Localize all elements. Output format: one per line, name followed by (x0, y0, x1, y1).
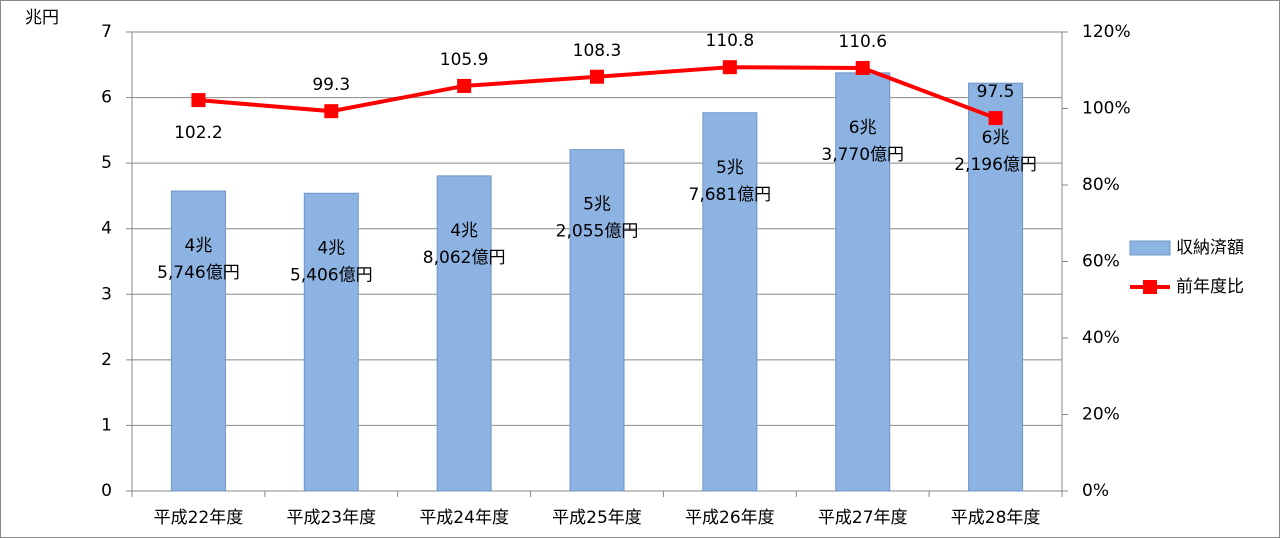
x-tick-label: 平成28年度 (951, 508, 1041, 528)
line-value-label: 108.3 (573, 41, 622, 61)
y-tick-label: 7 (101, 22, 112, 42)
y-tick-label: 1 (101, 415, 112, 435)
y-tick-label: 0 (101, 481, 112, 501)
bar (702, 112, 758, 492)
x-tick-label: 平成25年度 (552, 508, 642, 528)
y2-tick-label: 100% (1082, 99, 1131, 119)
bar-value-label: 6兆 (982, 128, 1010, 148)
bar-value-label: 4兆 (450, 221, 478, 241)
legend-swatch (1143, 280, 1157, 294)
line-value-label: 110.6 (838, 32, 887, 52)
bar-value-label: 4兆 (317, 238, 345, 258)
bar (968, 82, 1024, 492)
line-value-label: 105.9 (440, 50, 489, 70)
bar (303, 192, 359, 492)
x-tick-label: 平成27年度 (818, 508, 908, 528)
line-value-label: 110.8 (706, 31, 755, 51)
legend-label: 前年度比 (1176, 277, 1244, 297)
bar (569, 149, 625, 492)
y2-tick-label: 0% (1082, 481, 1109, 501)
y2-tick-label: 20% (1082, 405, 1120, 425)
x-tick-label: 平成26年度 (685, 508, 775, 528)
y-tick-label: 5 (101, 153, 112, 173)
bar-value-label: 5兆 (716, 158, 744, 178)
bar-value-label: 2,196億円 (954, 155, 1037, 175)
y-tick-label: 6 (101, 88, 112, 108)
bar (170, 190, 226, 492)
y2-tick-label: 120% (1082, 22, 1131, 42)
line-marker (324, 104, 339, 119)
bar (835, 72, 891, 492)
y2-tick-label: 80% (1082, 175, 1120, 195)
line-marker (457, 78, 472, 93)
y-tick-label: 3 (101, 284, 112, 304)
line-value-label: 97.5 (977, 82, 1015, 102)
y-axis-label: 兆円 (25, 8, 59, 28)
line-marker (855, 60, 870, 75)
line-marker (191, 93, 206, 108)
line-value-label: 99.3 (312, 75, 350, 95)
y2-tick-label: 60% (1082, 252, 1120, 272)
bar-value-label: 6兆 (849, 118, 877, 138)
bar-value-label: 8,062億円 (423, 248, 506, 268)
bar-value-label: 5兆 (583, 195, 611, 215)
legend-label: 収納済額 (1176, 238, 1244, 258)
bar-value-label: 3,770億円 (821, 145, 904, 165)
x-tick-label: 平成23年度 (286, 508, 376, 528)
line-marker (722, 60, 737, 75)
bar-value-label: 4兆 (185, 236, 213, 256)
bar-value-label: 5,746億円 (157, 263, 240, 283)
line-marker (988, 111, 1003, 126)
bar-value-label: 5,406億円 (290, 265, 373, 285)
y-tick-label: 2 (101, 350, 112, 370)
x-tick-label: 平成24年度 (419, 508, 509, 528)
line-marker (590, 69, 604, 84)
bar-value-label: 2,055億円 (556, 222, 639, 242)
line-value-label: 102.2 (174, 123, 223, 143)
y-tick-label: 4 (101, 219, 112, 239)
x-tick-label: 平成22年度 (154, 508, 244, 528)
bar-value-label: 7,681億円 (689, 185, 772, 205)
y2-tick-label: 40% (1082, 328, 1120, 348)
legend-swatch (1129, 240, 1171, 256)
bar (436, 175, 492, 492)
